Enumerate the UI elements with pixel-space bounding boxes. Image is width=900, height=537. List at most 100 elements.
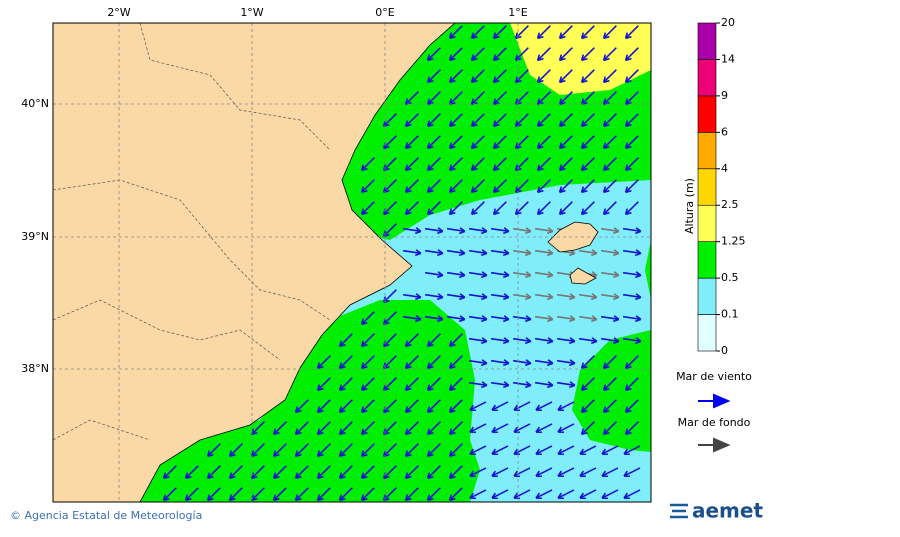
wave-arrow: [404, 487, 419, 502]
legend-wind-sea: Mar de viento: [676, 370, 752, 383]
wave-arrow: [600, 249, 620, 257]
colorbar-segment: [697, 168, 717, 206]
wave-arrow: [534, 359, 554, 367]
wave-arrow: [490, 227, 510, 235]
wave-arrow: [490, 337, 510, 345]
wave-arrow: [535, 489, 553, 500]
wave-arrow: [469, 401, 487, 412]
wave-arrow: [536, 69, 551, 84]
wave-arrow: [468, 293, 488, 301]
wave-arrow: [534, 271, 554, 279]
wave-arrow: [446, 249, 466, 257]
wave-arrow: [468, 271, 488, 279]
wave-arrow: [602, 157, 617, 172]
wave-arrow: [448, 179, 463, 194]
wave-arrow: [468, 249, 488, 257]
wave-arrow: [558, 157, 573, 172]
wave-arrow: [513, 489, 531, 500]
wave-arrow: [448, 333, 463, 348]
wave-arrow: [534, 249, 554, 257]
wave-arrow: [514, 69, 529, 84]
wave-arrow: [514, 179, 529, 194]
wave-arrow: [250, 465, 265, 480]
wave-arrow: [424, 293, 444, 301]
wave-arrow: [426, 465, 441, 480]
wave-arrow: [556, 315, 576, 323]
wave-arrow: [579, 445, 597, 456]
wave-arrow: [272, 487, 287, 502]
wave-zone: [140, 300, 480, 502]
wave-arrow: [404, 443, 419, 458]
wave-arrow: [602, 201, 617, 216]
wave-arrow: [468, 359, 488, 367]
wave-arrow: [578, 293, 598, 301]
wave-arrow: [602, 47, 617, 62]
wave-arrow: [404, 113, 419, 128]
wave-arrow: [404, 355, 419, 370]
wave-arrow: [468, 337, 488, 345]
wave-arrow: [557, 467, 575, 478]
wave-arrow: [578, 249, 598, 257]
wave-arrow: [402, 293, 422, 301]
wave-arrow: [622, 337, 642, 345]
wave-arrow: [360, 179, 375, 194]
wave-arrow: [294, 487, 309, 502]
wave-arrow: [470, 91, 485, 106]
wave-arrow: [556, 359, 576, 367]
credit: © Agencia Estatal de Meteorología: [10, 509, 202, 522]
colorbar-label: 0: [721, 344, 728, 357]
wave-arrow: [468, 381, 488, 389]
wave-arrow: [316, 443, 331, 458]
wave-arrow: [426, 443, 441, 458]
colorbar-label: 2.5: [721, 198, 739, 211]
wave-arrow: [492, 201, 507, 216]
wave-arrow: [294, 465, 309, 480]
wave-zone: [572, 330, 651, 452]
wave-arrow: [624, 421, 639, 436]
wave-arrow: [556, 337, 576, 345]
wave-arrow: [294, 443, 309, 458]
wave-arrow: [536, 179, 551, 194]
wave-arrow: [470, 25, 485, 40]
wave-arrow: [490, 315, 510, 323]
wave-arrow: [492, 47, 507, 62]
wave-arrow: [382, 157, 397, 172]
wave-arrow: [580, 135, 595, 150]
wave-arrow: [492, 113, 507, 128]
colorbar-label: 0.5: [721, 271, 739, 284]
wave-arrow: [424, 227, 444, 235]
wave-arrow: [426, 69, 441, 84]
land: [53, 23, 456, 502]
legend-swell: Mar de fondo: [678, 416, 751, 429]
wave-arrow: [512, 359, 532, 367]
wave-arrow: [580, 399, 595, 414]
wave-arrow: [492, 69, 507, 84]
wave-arrow: [602, 25, 617, 40]
wave-arrow: [360, 487, 375, 502]
logo: aemet: [670, 499, 763, 523]
wave-arrow: [402, 227, 422, 235]
wave-arrow: [382, 487, 397, 502]
wave-arrow: [382, 223, 397, 238]
colorbar-label: 14: [721, 52, 735, 65]
wave-arrow: [535, 401, 553, 412]
wave-arrow: [448, 157, 463, 172]
wave-arrow: [272, 443, 287, 458]
wave-arrow: [360, 201, 375, 216]
wave-arrow: [470, 157, 485, 172]
wave-arrow: [446, 293, 466, 301]
wave-arrow: [557, 489, 575, 500]
wave-arrow: [624, 69, 639, 84]
wave-arrow: [512, 271, 532, 279]
wave-zone: [645, 240, 651, 300]
wave-arrow: [623, 467, 641, 478]
wave-arrow: [601, 445, 619, 456]
wave-arrow: [601, 467, 619, 478]
wave-arrow: [448, 135, 463, 150]
wave-arrow: [426, 47, 441, 62]
wave-arrow: [558, 25, 573, 40]
wave-arrow: [338, 487, 353, 502]
wave-arrow: [578, 337, 598, 345]
wave-arrow: [579, 467, 597, 478]
wave-arrow: [534, 381, 554, 389]
